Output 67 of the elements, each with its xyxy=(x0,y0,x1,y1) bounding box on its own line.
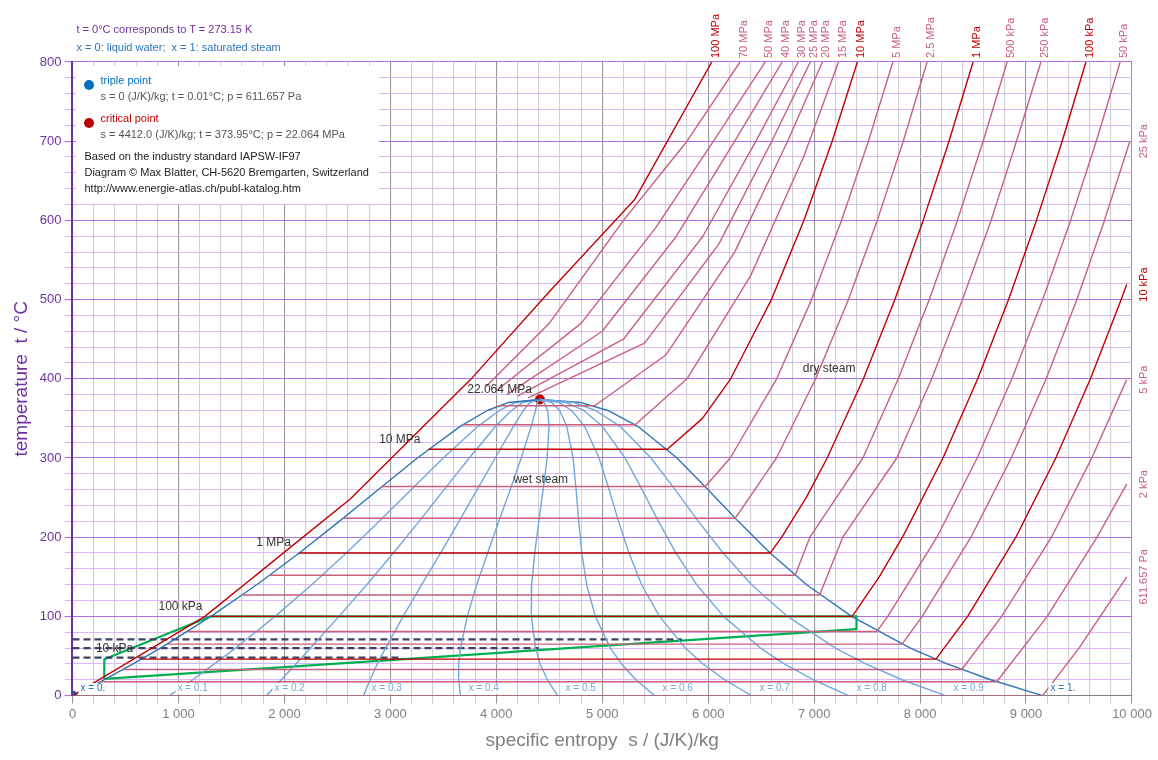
x-tick-label: 4 000 xyxy=(480,705,513,721)
y-tick-label: 300 xyxy=(39,449,62,465)
annotation: 1 MPa xyxy=(256,535,292,550)
text: 15 MPa xyxy=(835,19,848,58)
text: 5 kPa xyxy=(1137,364,1150,394)
text: t = 0°C corresponds to T = 273.15 K xyxy=(76,23,253,36)
x-tick-label: 5 000 xyxy=(585,705,619,721)
annotation: Based on the industry standard IAPSW-IF97 xyxy=(84,149,302,164)
x-tick-label: 3 000 xyxy=(374,705,407,721)
text: 50 MPa xyxy=(762,19,775,58)
series-label: x = 0.5 xyxy=(565,682,597,694)
text: 2 kPa xyxy=(1137,469,1150,499)
x-tick-label: 0 xyxy=(68,705,77,721)
text: 25 kPa xyxy=(1137,123,1150,159)
legend-label: triple point xyxy=(100,73,153,88)
text: 25 MPa xyxy=(807,19,820,58)
annotation: s = 4412.0 (J/K)/kg; t = 373.95°C; p = 22.064 MPa xyxy=(100,127,345,142)
y-tick-label: 100 xyxy=(39,607,62,623)
y-tick-label: 500 xyxy=(39,291,62,307)
series-label: x = 0. xyxy=(80,682,106,694)
series-label: x = 0.1 xyxy=(177,682,209,694)
x-tick-label: 2 000 xyxy=(268,705,301,721)
text: 30 MPa xyxy=(795,19,808,58)
series-label: x = 0.8 xyxy=(856,682,888,694)
annotation: s = 0 (J/K)/kg; t = 0.01°C; p = 611.657 Pa xyxy=(100,89,302,104)
series-label: x = 0.4 xyxy=(468,682,500,694)
series-label: x = 0.7 xyxy=(759,682,791,694)
text: 250 kPa xyxy=(1037,16,1050,58)
annotation: http://www.energie-atlas.ch/publ-katalog.htm xyxy=(84,181,302,196)
series-label: x = 0.9 xyxy=(953,682,985,694)
y-axis-title: temperature t / °C xyxy=(9,301,31,457)
y-tick-label: 200 xyxy=(39,528,62,544)
series-label: x = 0.3 xyxy=(371,682,403,694)
series-label: x = 0.2 xyxy=(274,682,306,694)
text: x = 0: liquid water; x = 1: saturated steam xyxy=(76,41,281,54)
annotation: Diagram © Max Blatter, CH-5620 Bremgarten, Switzerland xyxy=(84,165,369,180)
text: 1 MPa xyxy=(970,25,983,58)
text: 100 kPa xyxy=(1082,16,1095,58)
x-tick-label: 9 000 xyxy=(1009,705,1043,721)
annotation: dry steam xyxy=(802,361,856,376)
text: 20 MPa xyxy=(819,19,832,58)
text: 2.5 MPa xyxy=(924,16,937,58)
text: 10 MPa xyxy=(854,19,867,58)
text: 40 MPa xyxy=(779,19,792,58)
x-tick-label: 7 000 xyxy=(797,705,831,721)
series-label: x = 1. xyxy=(1050,682,1076,694)
y-tick-label: 0 xyxy=(54,687,62,703)
legend-label: critical point xyxy=(100,111,160,126)
annotation: wet steam xyxy=(512,471,569,486)
y-tick-label: 700 xyxy=(39,132,62,148)
text: 100 MPa xyxy=(708,13,721,58)
x-axis-title: specific entropy s / (J/K)/kg xyxy=(485,728,719,750)
text: 5 MPa xyxy=(889,25,902,58)
annotation: 100 kPa xyxy=(158,598,203,613)
text: 70 MPa xyxy=(737,19,750,58)
y-tick-label: 600 xyxy=(39,211,62,227)
text: 500 kPa xyxy=(1004,16,1017,58)
text: 611.657 Pa xyxy=(1137,548,1150,605)
text: 10 kPa xyxy=(1137,266,1150,302)
x-tick-label: 1 000 xyxy=(162,705,195,721)
x-tick-label: 10 000 xyxy=(1112,705,1152,721)
y-tick-label: 400 xyxy=(39,370,62,386)
x-tick-label: 8 000 xyxy=(903,705,937,721)
x-tick-label: 6 000 xyxy=(691,705,725,721)
text: 50 kPa xyxy=(1117,22,1130,58)
y-tick-label: 800 xyxy=(39,53,62,69)
series-label: x = 0.6 xyxy=(662,682,694,694)
